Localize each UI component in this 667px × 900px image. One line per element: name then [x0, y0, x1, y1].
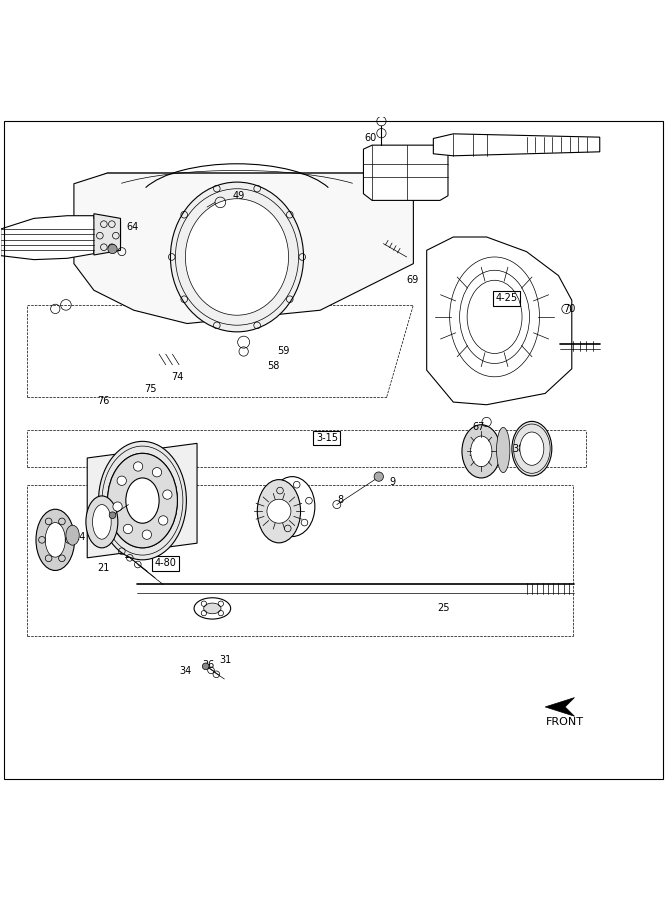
- Text: 15: 15: [124, 550, 137, 560]
- Polygon shape: [364, 145, 448, 201]
- Circle shape: [202, 663, 209, 670]
- Circle shape: [142, 530, 151, 539]
- Circle shape: [152, 468, 161, 477]
- Circle shape: [113, 502, 122, 511]
- Ellipse shape: [512, 421, 552, 476]
- Ellipse shape: [269, 477, 315, 536]
- Text: 34: 34: [179, 666, 192, 676]
- Circle shape: [377, 116, 386, 126]
- Circle shape: [267, 500, 291, 523]
- Text: 9: 9: [389, 477, 395, 487]
- Text: 4-25: 4-25: [496, 293, 518, 303]
- Circle shape: [374, 472, 384, 482]
- Polygon shape: [545, 698, 574, 716]
- Ellipse shape: [45, 523, 65, 557]
- Polygon shape: [427, 237, 572, 405]
- Ellipse shape: [66, 526, 79, 545]
- Text: 2: 2: [121, 511, 127, 522]
- Text: 75: 75: [144, 383, 157, 394]
- Text: 25: 25: [437, 603, 450, 614]
- Circle shape: [117, 476, 127, 485]
- Ellipse shape: [496, 428, 510, 473]
- Text: 49: 49: [233, 191, 245, 201]
- Circle shape: [159, 516, 168, 525]
- Polygon shape: [94, 213, 121, 255]
- Text: 76: 76: [97, 396, 110, 406]
- Circle shape: [108, 244, 117, 254]
- Ellipse shape: [171, 182, 303, 332]
- Polygon shape: [74, 173, 414, 323]
- Text: 38: 38: [512, 444, 525, 454]
- Text: 59: 59: [277, 346, 289, 356]
- Circle shape: [133, 462, 143, 472]
- Ellipse shape: [86, 496, 118, 548]
- Ellipse shape: [36, 509, 75, 571]
- Text: 58: 58: [267, 361, 279, 371]
- Ellipse shape: [257, 480, 301, 543]
- Ellipse shape: [462, 425, 500, 478]
- Ellipse shape: [126, 478, 159, 523]
- Ellipse shape: [93, 505, 111, 539]
- Text: 20: 20: [102, 524, 115, 534]
- Polygon shape: [87, 444, 197, 558]
- Text: 4-80: 4-80: [155, 558, 177, 568]
- Text: 3-15: 3-15: [316, 433, 338, 443]
- Text: 69: 69: [406, 274, 418, 284]
- Ellipse shape: [107, 454, 177, 548]
- Text: 37: 37: [468, 448, 481, 458]
- Ellipse shape: [194, 598, 231, 619]
- Polygon shape: [1, 216, 121, 259]
- Polygon shape: [81, 173, 414, 191]
- Ellipse shape: [99, 441, 186, 560]
- Text: 67: 67: [472, 422, 485, 432]
- Circle shape: [123, 525, 133, 534]
- Text: 24: 24: [73, 532, 85, 542]
- Text: 1: 1: [174, 489, 180, 499]
- Circle shape: [163, 490, 172, 500]
- Text: 21: 21: [97, 563, 110, 573]
- Polygon shape: [434, 134, 600, 156]
- Text: 60: 60: [364, 133, 376, 143]
- Ellipse shape: [203, 603, 221, 614]
- Text: 70: 70: [564, 304, 576, 314]
- Text: 31: 31: [219, 654, 232, 665]
- Ellipse shape: [520, 432, 544, 465]
- Text: 16: 16: [45, 539, 57, 550]
- Text: 63: 63: [98, 235, 110, 246]
- Text: 36: 36: [202, 660, 215, 670]
- Text: 74: 74: [171, 372, 183, 382]
- Text: 8: 8: [337, 495, 344, 505]
- Ellipse shape: [185, 199, 289, 315]
- Ellipse shape: [471, 436, 492, 466]
- Circle shape: [109, 512, 116, 518]
- Text: 64: 64: [126, 222, 139, 232]
- Text: FRONT: FRONT: [546, 716, 584, 726]
